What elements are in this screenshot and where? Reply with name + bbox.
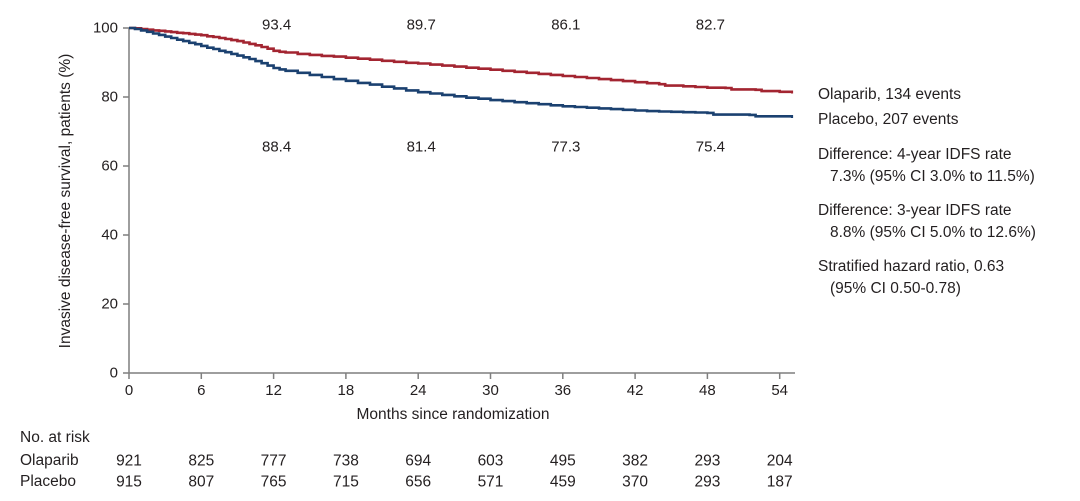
placebo-curve — [129, 26, 794, 118]
x-tick-12: 12 — [265, 382, 282, 399]
stat-hazard-ratio-value: (95% CI 0.50-0.78) — [830, 280, 961, 297]
risk-olaparib-6mo: 825 — [188, 452, 215, 470]
risk-placebo-6mo: 807 — [188, 473, 215, 491]
stat-3yr-idfs: Difference: 3-year IDFS rate 8.8% (95% C… — [818, 200, 1080, 244]
axes — [123, 27, 795, 379]
x-tick-36: 36 — [554, 382, 572, 399]
risk-placebo-54mo: 187 — [766, 473, 793, 491]
x-tick-42: 42 — [626, 382, 644, 399]
y-tick-100: 100 — [92, 19, 118, 37]
risk-olaparib-42mo: 382 — [622, 452, 649, 470]
x-tick-18: 18 — [337, 382, 355, 399]
legend-olaparib: Olaparib, 134 events — [818, 86, 962, 103]
stat-3yr-idfs-title: Difference: 3-year IDFS rate — [818, 202, 1012, 219]
risk-olaparib-30mo: 603 — [477, 452, 504, 470]
side-panel: Olaparib, 134 events Placebo, 207 events… — [818, 82, 1080, 300]
risk-table-title: No. at risk — [20, 429, 90, 446]
stat-hazard-ratio-title: Stratified hazard ratio, 0.63 — [818, 258, 1005, 275]
risk-placebo-18mo: 715 — [332, 473, 359, 491]
risk-placebo-36mo: 459 — [549, 473, 576, 491]
x-tick-0: 0 — [124, 382, 134, 399]
risk-olaparib-36mo: 495 — [549, 452, 576, 470]
risk-placebo-0mo: 915 — [116, 473, 142, 491]
landmark-olaparib-48mo: 82.7 — [695, 16, 725, 34]
landmark-olaparib-24mo: 89.7 — [406, 16, 436, 34]
stat-4yr-idfs-value: 7.3% (95% CI 3.0% to 11.5%) — [830, 168, 1035, 185]
landmark-placebo-12mo: 88.4 — [261, 138, 292, 156]
x-axis-title: Months since randomization — [356, 406, 550, 423]
legend-placebo: Placebo, 207 events — [818, 111, 959, 128]
risk-olaparib-54mo: 204 — [766, 452, 793, 470]
landmark-placebo-48mo: 75.4 — [695, 138, 725, 156]
risk-olaparib-24mo: 694 — [405, 452, 432, 470]
risk-olaparib-0mo: 921 — [116, 452, 142, 470]
stat-hazard-ratio: Stratified hazard ratio, 0.63 (95% CI 0.… — [818, 256, 1080, 300]
landmark-placebo-36mo: 77.3 — [551, 138, 581, 156]
x-tick-30: 30 — [482, 382, 499, 399]
risk-olaparib-12mo: 777 — [260, 452, 287, 470]
risk-olaparib-18mo: 738 — [332, 452, 359, 470]
risk-placebo-24mo: 656 — [405, 473, 432, 491]
y-tick-20: 20 — [101, 295, 118, 313]
survival-curves — [129, 26, 794, 118]
y-tick-80: 80 — [101, 88, 118, 106]
olaparib-curve — [129, 26, 794, 94]
x-tick-54: 54 — [771, 382, 789, 399]
stat-4yr-idfs: Difference: 4-year IDFS rate 7.3% (95% C… — [818, 144, 1080, 188]
stat-4yr-idfs-title: Difference: 4-year IDFS rate — [818, 146, 1012, 163]
axis-lines — [123, 27, 795, 379]
y-tick-0: 0 — [109, 364, 118, 382]
landmark-placebo-24mo: 81.4 — [406, 138, 436, 156]
x-tick-48: 48 — [699, 382, 716, 399]
x-tick-6: 6 — [197, 382, 206, 399]
risk-placebo-42mo: 370 — [622, 473, 649, 491]
risk-row-label-olaparib: Olaparib — [20, 452, 79, 469]
stat-3yr-idfs-value: 8.8% (95% CI 5.0% to 12.6%) — [830, 224, 1036, 241]
landmark-olaparib-36mo: 86.1 — [551, 16, 581, 34]
risk-placebo-30mo: 571 — [477, 473, 504, 491]
risk-placebo-48mo: 293 — [694, 473, 721, 491]
risk-placebo-12mo: 765 — [260, 473, 287, 491]
landmark-olaparib-12mo: 93.4 — [261, 16, 292, 34]
risk-row-label-placebo: Placebo — [20, 473, 77, 490]
risk-olaparib-48mo: 293 — [694, 452, 721, 470]
x-tick-24: 24 — [409, 382, 427, 399]
y-tick-60: 60 — [101, 157, 118, 175]
y-tick-40: 40 — [101, 226, 118, 244]
